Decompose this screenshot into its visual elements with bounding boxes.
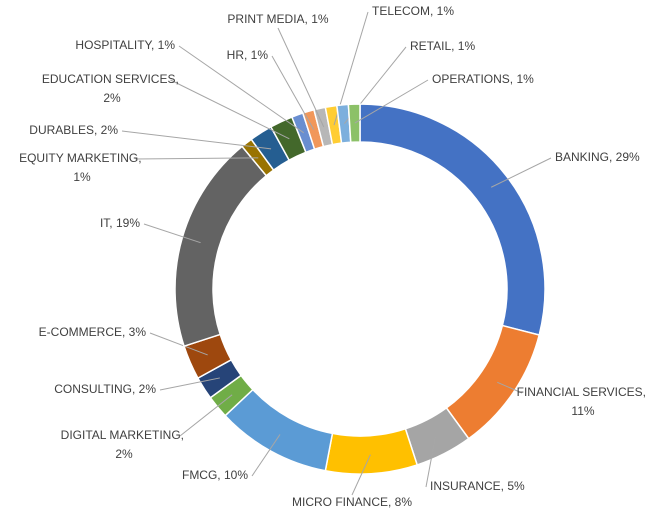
donut-slice <box>347 103 361 144</box>
leader-line <box>271 55 315 130</box>
leader-line <box>490 157 552 188</box>
donut-slice <box>324 427 419 475</box>
donut-slice <box>359 103 546 336</box>
data-label-line: 1% <box>73 170 91 184</box>
data-label: DURABLES, 2% <box>29 123 118 137</box>
data-label-line: DIGITAL MARKETING, <box>61 428 188 442</box>
data-label: EQUITY MARKETING, 1% <box>19 151 145 184</box>
leader-line <box>178 45 305 134</box>
leader-line <box>277 27 325 128</box>
data-label: DIGITAL MARKETING, 2% <box>61 428 188 461</box>
leader-line <box>179 394 233 437</box>
leader-line <box>170 79 290 140</box>
leader-line <box>143 223 201 244</box>
data-label: OPERATIONS, 1% <box>432 72 534 86</box>
leader-line <box>135 157 259 160</box>
data-label-line: FINANCIAL SERVICES, <box>517 385 650 399</box>
leader-line <box>351 454 371 496</box>
data-label: BANKING, 29% <box>555 150 640 164</box>
data-label: E-COMMERCE, 3% <box>39 325 147 339</box>
donut-slice <box>445 324 541 440</box>
data-label: EDUCATION SERVICES, 2% <box>42 72 182 105</box>
data-label-line: EDUCATION SERVICES, <box>42 72 182 86</box>
data-label: HR, 1% <box>227 48 269 62</box>
leader-line <box>149 332 208 356</box>
donut-slice <box>174 145 268 348</box>
data-label-line: 11% <box>571 404 594 418</box>
data-label: IT, 19% <box>100 216 140 230</box>
data-label: INSURANCE, 5% <box>430 479 525 493</box>
leader-line <box>354 79 429 124</box>
leader-line <box>159 377 220 391</box>
data-label: CONSULTING, 2% <box>54 382 156 396</box>
data-label: MICRO FINANCE, 8% <box>292 495 412 509</box>
data-label-line: EQUITY MARKETING, <box>19 151 145 165</box>
data-label: FMCG, 10% <box>182 468 248 482</box>
data-label: PRINT MEDIA, 1% <box>227 12 328 26</box>
donut-slice <box>224 388 334 472</box>
data-label-line: 2% <box>115 447 133 461</box>
leader-line <box>425 436 436 488</box>
data-label: HOSPITALITY, 1% <box>75 38 175 52</box>
data-label: RETAIL, 1% <box>410 39 475 53</box>
data-label: TELECOM, 1% <box>372 4 454 18</box>
data-label-line: 2% <box>103 91 121 105</box>
leader-line <box>251 434 281 477</box>
data-label: FINANCIAL SERVICES, 11% <box>517 385 650 418</box>
leader-line <box>121 130 272 150</box>
leader-line <box>497 381 523 394</box>
